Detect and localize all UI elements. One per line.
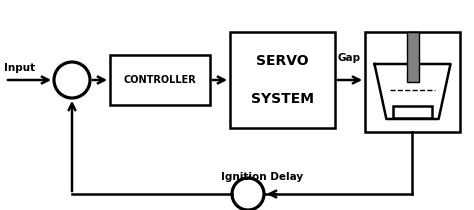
Bar [393,106,432,118]
Text: SERVO: SERVO [256,54,309,68]
Text: SYSTEM: SYSTEM [251,92,314,106]
Bar [407,32,419,82]
Polygon shape [374,64,450,119]
Text: CONTROLLER: CONTROLLER [124,75,196,85]
Text: Ignition Delay: Ignition Delay [221,172,303,182]
Bar [365,32,460,132]
Text: Input: Input [4,63,35,73]
Bar [110,55,210,105]
Bar [407,32,419,82]
Text: Gap: Gap [338,53,361,63]
Bar [230,32,335,128]
